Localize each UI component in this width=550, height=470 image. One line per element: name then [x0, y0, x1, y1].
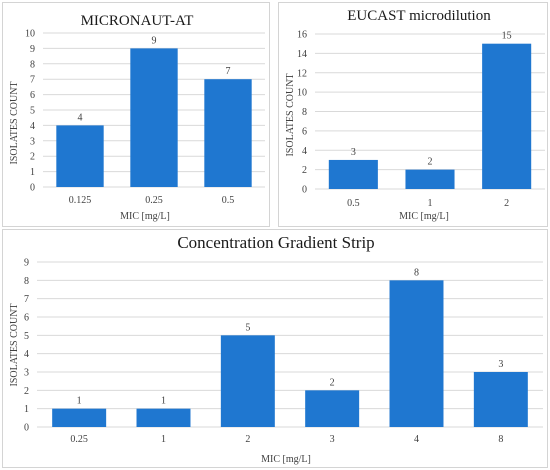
x-tick-label: 1: [161, 434, 166, 445]
y-tick-label: 1: [30, 167, 35, 178]
data-label: 2: [428, 157, 433, 168]
bar-2: [220, 335, 275, 427]
y-tick-label: 6: [30, 90, 35, 101]
bar-1: [405, 169, 455, 189]
bar-1: [136, 408, 191, 427]
y-axis-title: ISOLATES COUNT: [9, 303, 20, 386]
data-label: 8: [414, 267, 419, 278]
data-label: 3: [498, 359, 503, 370]
chart-panel-micronaut: MICRONAUT-AT ISOLATES COUNT MIC [mg/L] 0…: [2, 2, 270, 227]
bar-0.5: [328, 159, 378, 189]
x-tick-label: 0.5: [347, 198, 360, 209]
y-tick-label: 4: [30, 121, 35, 132]
chart-panel-gradient-strip: Concentration Gradient Strip ISOLATES CO…: [2, 229, 548, 468]
y-tick-label: 2: [30, 152, 35, 163]
data-label: 7: [226, 66, 231, 77]
data-label: 9: [152, 35, 157, 46]
x-tick-label: 2: [504, 198, 509, 209]
y-tick-label: 3: [30, 136, 35, 147]
y-tick-label: 16: [297, 30, 307, 41]
x-tick-label: 4: [414, 434, 419, 445]
data-label: 3: [351, 147, 356, 158]
data-label: 1: [161, 396, 166, 407]
y-tick-label: 0: [302, 185, 307, 196]
y-tick-label: 2: [24, 386, 29, 397]
y-tick-label: 9: [24, 258, 29, 269]
y-tick-label: 5: [24, 331, 29, 342]
chart-title: MICRONAUT-AT: [81, 13, 194, 29]
x-tick-label: 8: [498, 434, 503, 445]
x-tick-label: 0.25: [145, 195, 163, 206]
chart-micronaut-svg: MICRONAUT-AT ISOLATES COUNT MIC [mg/L] 0…: [9, 13, 265, 222]
data-label: 4: [78, 112, 83, 123]
x-tick-label: 1: [428, 198, 433, 209]
x-tick-label: 0.25: [70, 434, 88, 445]
chart-gradient-strip-svg: Concentration Gradient Strip ISOLATES CO…: [9, 233, 543, 465]
x-axis-title: MIC [mg/L]: [120, 211, 170, 222]
x-axis-title: MIC [mg/L]: [399, 211, 449, 222]
bar-0.25: [130, 48, 178, 188]
bar-8: [473, 372, 528, 427]
y-tick-label: 9: [30, 44, 35, 55]
bar-4: [389, 280, 444, 427]
y-tick-label: 8: [30, 59, 35, 70]
x-tick-label: 0.125: [69, 195, 92, 206]
chart-title: Concentration Gradient Strip: [177, 233, 374, 252]
y-tick-label: 10: [25, 29, 35, 40]
bar-2: [482, 43, 532, 189]
chart-title: EUCAST microdilution: [347, 8, 491, 24]
bar-3: [305, 390, 360, 427]
chart-panel-eucast: EUCAST microdilution ISOLATES COUNT MIC …: [278, 2, 548, 227]
y-tick-label: 12: [297, 68, 307, 79]
y-tick-label: 10: [297, 88, 307, 99]
y-tick-label: 8: [302, 107, 307, 118]
y-tick-label: 3: [24, 368, 29, 379]
y-tick-label: 4: [302, 146, 307, 157]
y-tick-label: 14: [297, 49, 307, 60]
x-tick-label: 3: [330, 434, 335, 445]
y-tick-label: 7: [24, 294, 29, 305]
x-tick-label: 0.5: [222, 195, 235, 206]
y-tick-label: 6: [24, 313, 29, 324]
y-axis-title: ISOLATES COUNT: [285, 73, 296, 156]
data-label: 15: [502, 31, 512, 42]
y-tick-label: 7: [30, 75, 35, 86]
x-axis-title: MIC [mg/L]: [261, 454, 311, 465]
bar-0.125: [56, 125, 104, 187]
bar-0.5: [204, 79, 252, 187]
y-axis-title: ISOLATES COUNT: [9, 81, 20, 164]
data-label: 2: [330, 377, 335, 388]
y-tick-label: 8: [24, 276, 29, 287]
chart-eucast-svg: EUCAST microdilution ISOLATES COUNT MIC …: [285, 8, 545, 222]
y-tick-label: 4: [24, 349, 29, 360]
x-tick-label: 2: [245, 434, 250, 445]
y-tick-label: 2: [302, 165, 307, 176]
y-tick-label: 1: [24, 404, 29, 415]
y-tick-label: 0: [24, 423, 29, 434]
y-tick-label: 0: [30, 183, 35, 194]
data-label: 5: [245, 322, 250, 333]
y-tick-label: 5: [30, 106, 35, 117]
y-tick-label: 6: [302, 126, 307, 137]
bar-0.25: [52, 408, 107, 427]
data-label: 1: [77, 396, 82, 407]
